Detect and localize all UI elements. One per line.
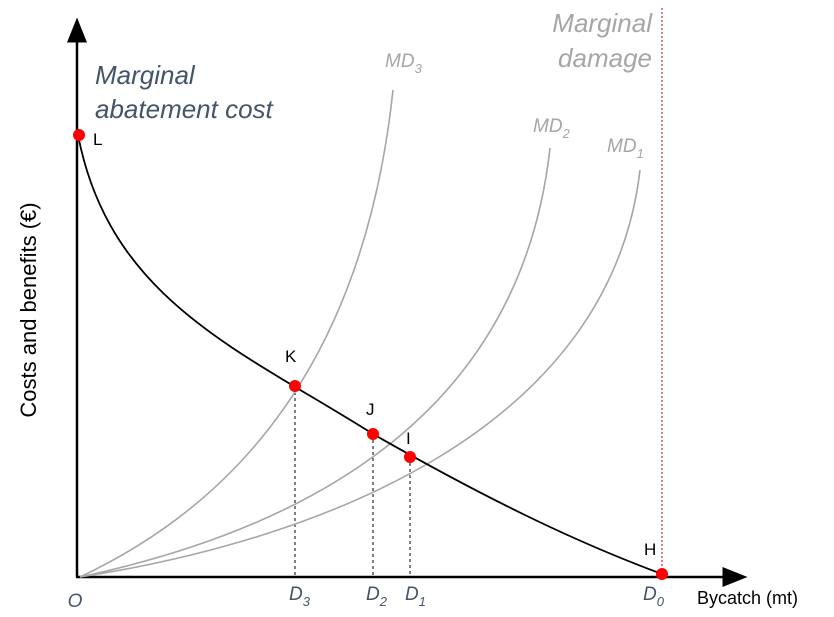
origin-label: O: [68, 591, 83, 612]
point-label-l: L: [93, 130, 102, 149]
point-j: [367, 428, 379, 440]
tick-d3: D3: [289, 584, 311, 609]
point-h: [656, 568, 668, 580]
point-l: [73, 129, 85, 141]
point-i: [404, 451, 416, 463]
mac-label-line2: abatement cost: [95, 94, 275, 124]
point-k: [289, 380, 301, 392]
md-label-line2: damage: [558, 43, 652, 73]
tick-d1: D1: [405, 584, 426, 609]
x-axis-label: Bycatch (mt): [697, 588, 798, 608]
md2-curve: [79, 147, 551, 578]
mac-curve: [77, 134, 663, 575]
tick-d0: D0: [643, 584, 665, 609]
md3-curve: [79, 89, 394, 578]
md1-curve: [79, 169, 641, 578]
point-label-k: K: [285, 347, 297, 366]
md3-label: MD3: [385, 51, 423, 76]
mac-label-line1: Marginal: [95, 60, 196, 90]
md1-label: MD1: [607, 136, 644, 161]
md2-label: MD2: [533, 116, 571, 141]
point-label-h: H: [644, 540, 656, 559]
point-label-j: J: [366, 400, 375, 419]
y-axis-label: Costs and benefits (€): [16, 202, 41, 417]
tick-d2: D2: [366, 584, 388, 609]
md-label-line1: Marginal: [552, 8, 653, 38]
point-label-i: I: [406, 429, 411, 448]
